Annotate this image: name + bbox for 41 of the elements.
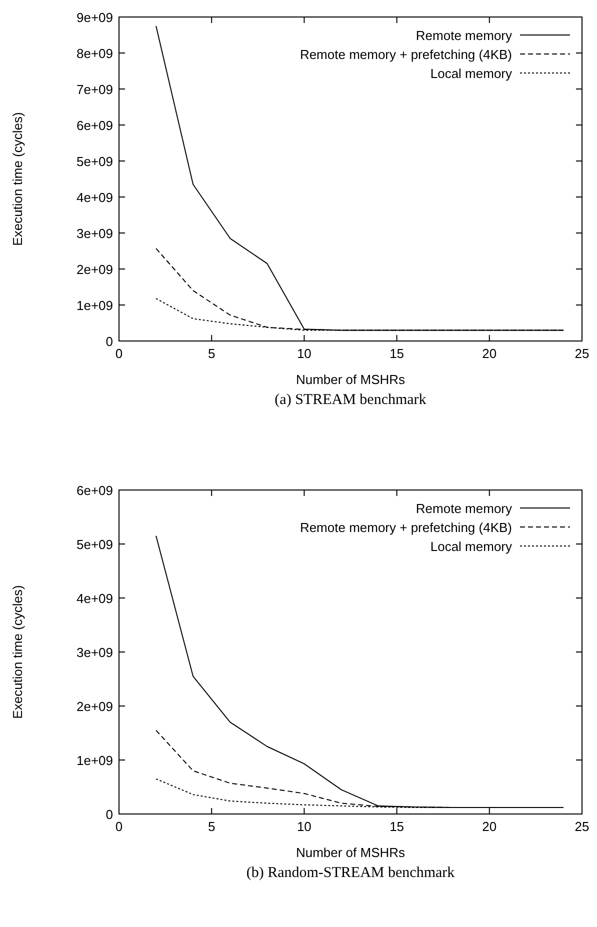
y-tick-label: 6e+09: [76, 483, 113, 498]
x-tick-label: 25: [574, 346, 590, 361]
legend-label: Local memory: [430, 66, 512, 81]
y-tick-label: 1e+09: [76, 298, 113, 313]
y-tick-label: 5e+09: [76, 154, 113, 169]
y-tick-label: 0: [106, 807, 113, 822]
x-axis-title: Number of MSHRs: [296, 845, 406, 860]
y-axis-title: Execution time (cycles): [10, 585, 25, 719]
y-axis-title: Execution time (cycles): [10, 112, 25, 246]
x-tick-label: 25: [574, 819, 590, 834]
y-tick-label: 4e+09: [76, 190, 113, 205]
y-tick-label: 2e+09: [76, 262, 113, 277]
y-tick-label: 7e+09: [76, 82, 113, 97]
legend-label: Remote memory + prefetching (4KB): [300, 520, 512, 535]
y-tick-label: 5e+09: [76, 537, 113, 552]
x-tick-label: 10: [296, 819, 312, 834]
y-tick-label: 9e+09: [76, 10, 113, 25]
x-tick-label: 15: [390, 819, 404, 834]
legend-label: Remote memory: [416, 28, 512, 43]
x-tick-label: 20: [482, 819, 497, 834]
x-tick-label: 5: [208, 819, 216, 834]
y-tick-label: 8e+09: [76, 46, 113, 61]
x-tick-label: 10: [296, 346, 312, 361]
legend-label: Remote memory: [416, 501, 512, 516]
y-tick-label: 4e+09: [76, 591, 113, 606]
y-tick-label: 2e+09: [76, 699, 113, 714]
y-tick-label: 6e+09: [76, 118, 113, 133]
y-tick-label: 3e+09: [76, 645, 113, 660]
x-tick-label: 15: [390, 346, 404, 361]
x-tick-label: 5: [208, 346, 216, 361]
text: (b) Random-STREAM benchmark: [246, 865, 456, 881]
legend-label: Local memory: [430, 539, 512, 554]
y-tick-label: 0: [106, 334, 113, 349]
y-tick-label: 1e+09: [76, 753, 113, 768]
text: (a) STREAM benchmark: [274, 392, 427, 408]
x-tick-label: 20: [482, 346, 497, 361]
x-axis-title: Number of MSHRs: [296, 372, 406, 387]
x-tick-label: 0: [115, 346, 123, 361]
y-tick-label: 3e+09: [76, 226, 113, 241]
legend-label: Remote memory + prefetching (4KB): [300, 47, 512, 62]
x-tick-label: 0: [115, 819, 123, 834]
